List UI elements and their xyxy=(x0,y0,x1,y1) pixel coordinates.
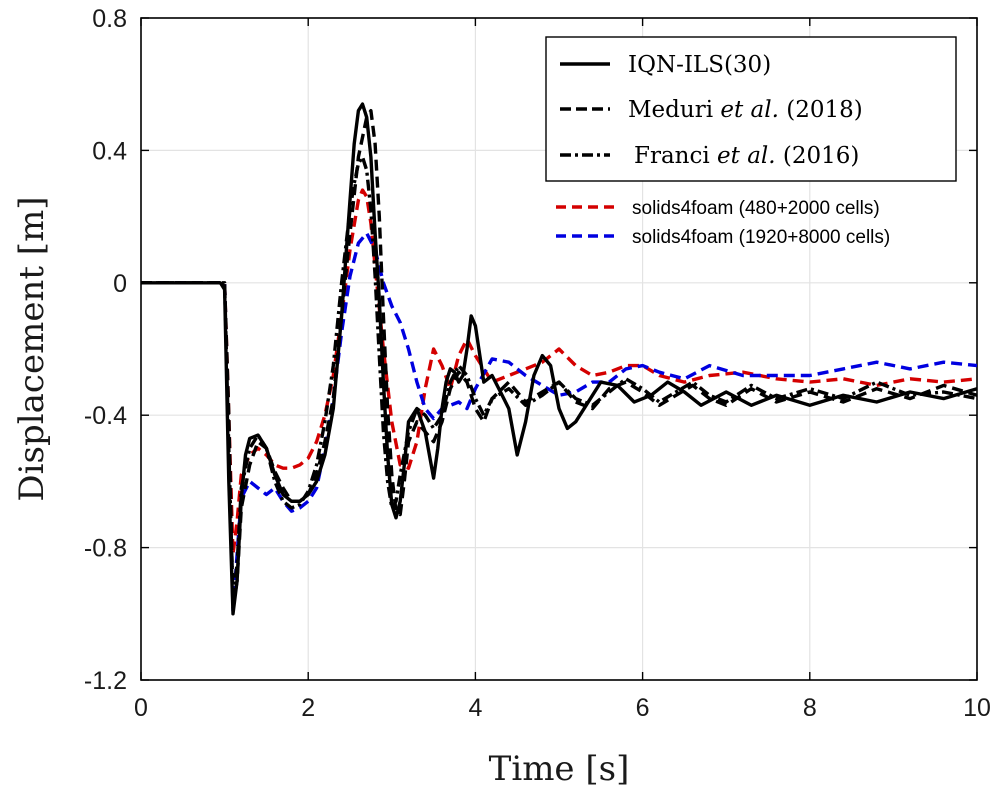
y-tick-label: 0.4 xyxy=(92,137,127,165)
x-tick-marks xyxy=(140,18,978,680)
series-line-2 xyxy=(141,155,977,599)
legend-label-meduri: Meduri et al. (2018) xyxy=(628,97,863,123)
x-tick-label: 10 xyxy=(963,694,991,722)
x-axis-label: Time [s] xyxy=(489,749,630,789)
series-line-0 xyxy=(141,102,977,616)
axes-frame xyxy=(140,17,978,681)
y-tick-labels: 0.8 0.4 0 -0.4 -0.8 -1.2 xyxy=(84,5,127,695)
series-line-1 xyxy=(141,109,977,609)
legend: IQN-ILS(30) Meduri et al. (2018) Franci … xyxy=(545,36,957,248)
legend-label-s4f-coarse: solids4foam (480+2000 cells) xyxy=(632,198,880,219)
legend-label-s4f-fine: solids4foam (1920+8000 cells) xyxy=(632,227,890,248)
x-tick-label: 8 xyxy=(803,694,817,722)
y-tick-label: -1.2 xyxy=(84,667,127,695)
y-tick-label: 0.8 xyxy=(92,5,127,33)
x-tick-label: 4 xyxy=(468,694,482,722)
y-axis-label: Displacement [m] xyxy=(12,196,52,501)
legend-label-franci: Franci et al. (2016) xyxy=(634,143,859,169)
x-tick-label: 0 xyxy=(134,694,148,722)
series-layer xyxy=(141,102,977,616)
legend-label-iqn-ils: IQN-ILS(30) xyxy=(628,52,771,78)
x-tick-label: 2 xyxy=(301,694,315,722)
x-tick-labels: 0 2 4 6 8 10 xyxy=(134,694,991,722)
y-tick-label: -0.8 xyxy=(84,535,127,563)
x-tick-label: 6 xyxy=(636,694,650,722)
y-tick-label: -0.4 xyxy=(84,402,127,430)
legend-box xyxy=(545,36,957,182)
series-line-4 xyxy=(141,231,977,613)
y-tick-label: 0 xyxy=(113,270,127,298)
